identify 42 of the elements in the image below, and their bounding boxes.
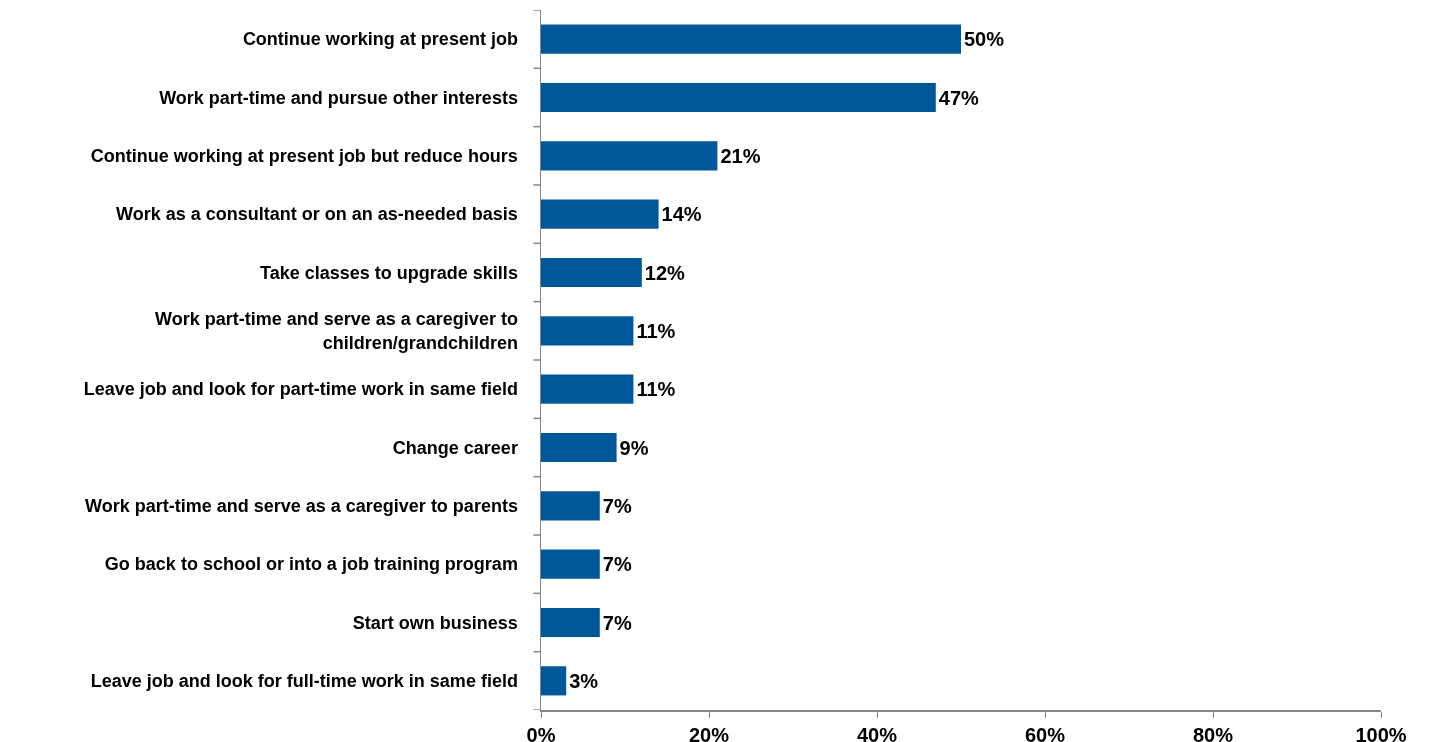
- x-tick-label: 0%: [526, 723, 556, 742]
- data-label: 21%: [720, 144, 761, 167]
- x-tick-label: 40%: [856, 723, 898, 742]
- data-label: 7%: [602, 553, 632, 576]
- bar: [541, 257, 642, 288]
- bar: [541, 374, 634, 404]
- x-tick-label: 100%: [1355, 723, 1407, 742]
- bar: [541, 316, 634, 346]
- bar: [541, 82, 936, 113]
- x-tick-label: 20%: [688, 723, 730, 742]
- x-tick-label: 80%: [1192, 723, 1234, 742]
- y-tick-label: Leave job and look for part-time work in same field: [83, 379, 518, 400]
- y-tick-label: Continue working at present job: [242, 29, 518, 50]
- bar: [541, 141, 718, 171]
- y-tick-label: Continue working at present job but reduce hours: [90, 146, 518, 167]
- bar: [541, 432, 617, 463]
- y-tick-label: Work as a consultant or on an as-needed basis: [116, 204, 518, 225]
- data-label: 7%: [602, 494, 632, 517]
- bar: [541, 199, 659, 229]
- y-tick-label: Work part-time and pursue other interests: [159, 87, 518, 108]
- y-tick-label: Start own business: [352, 612, 518, 633]
- y-tick-label: Take classes to upgrade skills: [260, 262, 518, 283]
- data-label: 11%: [636, 378, 676, 401]
- data-label: 47%: [938, 86, 980, 109]
- y-tick-label: Change career: [392, 437, 518, 458]
- data-label: 14%: [661, 203, 702, 226]
- data-label: 12%: [644, 261, 686, 284]
- data-label: 3%: [569, 669, 599, 692]
- data-label: 7%: [602, 611, 632, 634]
- bar: [541, 607, 600, 638]
- x-tick-label: 60%: [1024, 723, 1066, 742]
- bar: [541, 24, 961, 54]
- y-tick-label: Work part-time and serve as a caregiver to parents: [85, 496, 518, 517]
- y-tick-label: Go back to school or into a job training program: [104, 554, 518, 575]
- y-tick-label: Work part-time and serve as a caregiver to children/grandchildren: [155, 309, 518, 353]
- bar: [541, 666, 567, 696]
- bar: [541, 491, 600, 521]
- y-tick-label: Leave job and look for full-time work in same field: [90, 671, 518, 692]
- data-label: 9%: [619, 436, 649, 459]
- data-label: 11%: [636, 319, 676, 342]
- bar: [541, 549, 600, 579]
- data-label: 50%: [964, 28, 1005, 51]
